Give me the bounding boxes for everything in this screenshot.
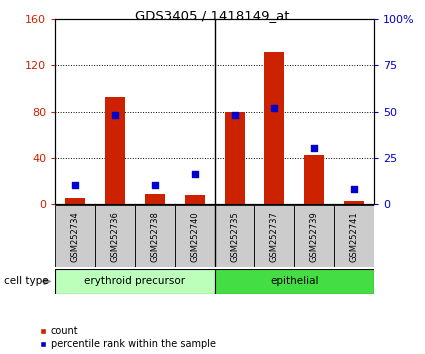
Legend: count, percentile rank within the sample: count, percentile rank within the sample [39, 326, 215, 349]
Text: GSM252741: GSM252741 [350, 211, 359, 262]
Bar [65, 198, 85, 204]
Point [151, 182, 158, 188]
Bar [135, 205, 175, 267]
Text: GSM252736: GSM252736 [110, 211, 119, 262]
Text: cell type: cell type [4, 276, 49, 286]
Text: GSM252738: GSM252738 [150, 211, 159, 262]
Bar [304, 155, 324, 204]
Bar [95, 205, 135, 267]
Bar [255, 205, 294, 267]
Point [271, 105, 278, 111]
Text: GSM252739: GSM252739 [310, 211, 319, 262]
Bar [185, 195, 205, 204]
Point [191, 171, 198, 177]
Bar [55, 269, 215, 294]
Text: GSM252734: GSM252734 [71, 211, 79, 262]
Bar [145, 194, 165, 204]
Point [72, 182, 79, 188]
Bar [175, 205, 215, 267]
Point [351, 186, 357, 192]
Bar [55, 205, 95, 267]
Bar [215, 269, 374, 294]
Text: GSM252735: GSM252735 [230, 211, 239, 262]
Bar [334, 205, 374, 267]
Bar [105, 97, 125, 204]
Point [112, 112, 119, 118]
Text: epithelial: epithelial [270, 276, 319, 286]
Text: erythroid precursor: erythroid precursor [85, 276, 185, 286]
Text: GSM252740: GSM252740 [190, 211, 199, 262]
Bar [294, 205, 334, 267]
Bar [344, 201, 364, 204]
Bar [215, 205, 255, 267]
Text: GDS3405 / 1418149_at: GDS3405 / 1418149_at [135, 9, 290, 22]
Bar [224, 112, 244, 204]
Point [231, 112, 238, 118]
Bar [264, 52, 284, 204]
Text: GSM252737: GSM252737 [270, 211, 279, 262]
Point [311, 145, 317, 151]
